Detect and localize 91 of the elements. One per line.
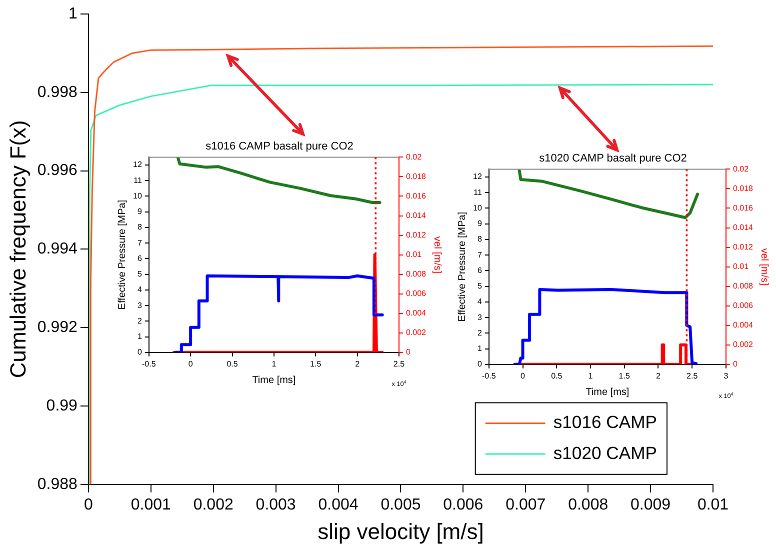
x-tick-label: 0.008	[568, 496, 608, 514]
y2-tick-label: 0.002	[732, 340, 754, 350]
y-tick-label: 1	[68, 5, 78, 22]
y2-tick-label: 0.006	[732, 301, 754, 310]
y-tick-label: 5	[137, 270, 142, 279]
y2-tick-label: 0.016	[406, 191, 427, 200]
y-tick-label: 0.998	[37, 84, 78, 101]
y-tick-label: 0	[137, 348, 142, 357]
x-tick-label: 3	[724, 371, 729, 380]
x-tick-label: 0.01	[697, 496, 729, 514]
y2-tick-label: 0.018	[732, 184, 754, 193]
x-tick-label: -0.5	[482, 371, 496, 380]
x-tick-label: 0	[188, 359, 194, 368]
y2-tick-label: 0.02	[732, 164, 750, 174]
y2-tick-label: 0.004	[406, 308, 427, 318]
x-tick-label: -0.5	[142, 359, 156, 368]
y-tick-label: 10	[472, 203, 482, 212]
x-tick-label: 2	[656, 371, 662, 380]
x-tick-label: 0.004	[318, 496, 358, 514]
y2-axis-title: vel [m/s]	[431, 236, 442, 274]
y2-tick-label: 0.014	[406, 210, 427, 220]
x-axis-title: Time [ms]	[252, 374, 296, 386]
y-tick-label: 1	[137, 332, 142, 341]
x-tick-label: 0.003	[256, 496, 296, 514]
y2-tick-label: 0.01	[732, 262, 750, 272]
x-tick-label: 1	[588, 371, 594, 380]
y-tick-label: 3	[137, 300, 142, 310]
y-tick-label: 8	[137, 222, 142, 232]
y-tick-label: 4	[477, 297, 482, 306]
x-tick-label: 0.5	[226, 359, 238, 368]
y-tick-label: 11	[474, 188, 482, 197]
x-tick-label: 2.5	[393, 359, 406, 368]
y2-tick-label: 0.012	[732, 242, 754, 252]
y-tick-label: 9	[477, 219, 482, 228]
x-tick-label: 1.5	[618, 371, 630, 380]
y2-tick-label: 0.004	[732, 320, 754, 330]
y2-tick-label: 0.01	[406, 250, 422, 260]
y-tick-label: 7	[477, 250, 482, 260]
x-tick-label: 0.007	[506, 496, 546, 514]
x-tick-label: 2	[355, 359, 360, 368]
y2-tick-label: 0.014	[732, 222, 754, 232]
y-axis-title: Effective Pressure [MPa]	[456, 212, 468, 322]
y-tick-label: 4	[137, 285, 142, 294]
x-tick-label: 1.5	[310, 359, 322, 368]
x-tick-label: 2.5	[686, 371, 698, 380]
y2-tick-label: 0.006	[406, 289, 427, 298]
x-tick-label: 0.5	[551, 371, 563, 380]
y-tick-label: 2	[137, 316, 142, 326]
y2-tick-label: 0.02	[406, 152, 422, 162]
y-tick-label: 0.992	[37, 319, 78, 336]
y-tick-label: 0.994	[37, 240, 78, 258]
y-tick-label: 12	[472, 172, 482, 182]
y2-tick-label: 0.012	[406, 230, 427, 240]
y-tick-label: 5	[477, 282, 482, 291]
y-tick-label: 3	[477, 312, 482, 322]
y2-tick-label: 0.008	[732, 282, 754, 291]
chart-title: s1016 CAMP basalt pure CO2	[206, 140, 354, 153]
x-tick-label: 0.001	[130, 496, 172, 514]
y-tick-label: 6	[137, 254, 142, 263]
y-axis-title: Cumulative frequency F(x)	[5, 120, 30, 378]
x-axis-title: slip velocity [m/s]	[318, 518, 484, 544]
x-axis-title: Time [ms]	[586, 386, 630, 398]
chart-title: s1020 CAMP basalt pure CO2	[539, 152, 687, 165]
y-tick-label: 0.99	[46, 397, 78, 414]
x-tick-label: 0.006	[443, 496, 484, 514]
legend-label: s1016 CAMP	[553, 412, 657, 432]
x-tick-label: 0	[520, 371, 526, 380]
y2-tick-label: 0.018	[406, 172, 427, 181]
x-tick-label: 0.002	[193, 496, 234, 514]
y-tick-label: 0.996	[37, 162, 78, 180]
y-tick-label: 6	[477, 266, 482, 275]
y-tick-label: 12	[132, 160, 142, 170]
y2-tick-label: 0	[406, 348, 411, 357]
x-tick-label: 1	[272, 359, 277, 368]
x-tick-label: 0.009	[630, 496, 671, 514]
y-tick-label: 2	[477, 328, 482, 338]
y-tick-label: 11	[134, 176, 142, 185]
legend-label: s1020 CAMP	[553, 442, 657, 463]
y-tick-label: 10	[132, 191, 142, 200]
y2-tick-label: 0.002	[406, 328, 427, 338]
y2-tick-label: 0.008	[406, 270, 427, 279]
y-tick-label: 1	[477, 344, 482, 353]
x-tick-label: 0	[84, 496, 93, 514]
y2-tick-label: 0.016	[732, 203, 754, 212]
y-tick-label: 0.988	[37, 476, 78, 493]
y-axis-title: Effective Pressure [MPa]	[116, 200, 128, 310]
y2-axis-title: vel [m/s]	[758, 248, 770, 286]
x-tick-label: 0.005	[380, 496, 421, 514]
y-tick-label: 8	[477, 234, 482, 244]
y-tick-label: 9	[137, 207, 142, 216]
y-tick-label: 7	[137, 238, 142, 248]
